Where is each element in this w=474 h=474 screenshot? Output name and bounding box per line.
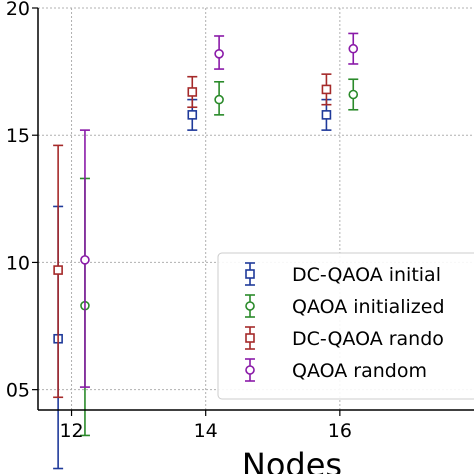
ticks: 12 14 16 05 10 15 20 [6, 0, 352, 442]
data-point [348, 89, 359, 100]
legend-box [217, 252, 474, 400]
x-tick-label: 14 [194, 420, 218, 442]
data-point [214, 48, 224, 59]
y-tick-label: 05 [6, 380, 30, 402]
y-tick-label: 15 [6, 125, 30, 147]
series-layer [53, 32, 359, 470]
data-point [53, 265, 63, 275]
axes [37, 8, 474, 411]
data-point [80, 255, 90, 265]
legend-label: QAOA initialized [292, 296, 445, 318]
y-tick-label: 10 [6, 252, 30, 274]
legend-marker [245, 301, 255, 311]
legend-marker [245, 333, 255, 343]
data-point [321, 84, 332, 95]
x-axis-label: Nodes [242, 446, 342, 474]
data-point [187, 87, 198, 97]
series-4 [79, 32, 359, 388]
legend: DC-QAOA initial QAOA initialized DC-QAOA r… [217, 252, 474, 400]
legend-marker [245, 365, 255, 375]
data-point [187, 110, 198, 120]
data-point [214, 94, 224, 105]
data-point [321, 110, 332, 120]
series-3 [53, 73, 332, 399]
legend-entry: QAOA random [245, 358, 427, 382]
y-tick-label: 20 [6, 0, 30, 20]
data-point [348, 43, 359, 54]
legend-marker [245, 269, 255, 279]
grid [38, 7, 474, 410]
legend-entry: DC-QAOA initial [245, 262, 441, 286]
legend-entry: DC-QAOA rando [245, 326, 444, 350]
legend-label: DC-QAOA rando [292, 328, 444, 350]
x-tick-label: 12 [59, 420, 83, 442]
legend-label: QAOA random [292, 360, 427, 382]
legend-entry: QAOA initialized [245, 294, 445, 318]
legend-label: DC-QAOA initial [292, 264, 441, 286]
x-tick-label: 16 [328, 420, 352, 442]
